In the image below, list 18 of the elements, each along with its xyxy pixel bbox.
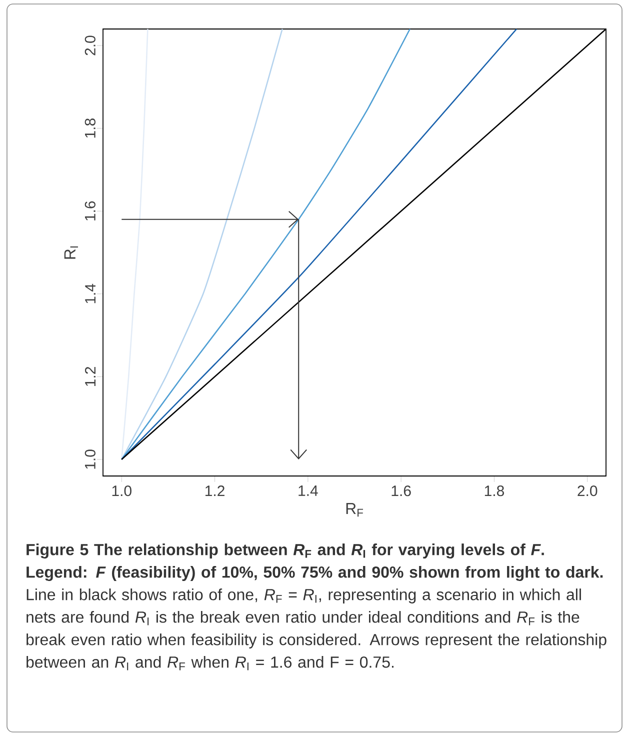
- line-series: [120, 28, 283, 460]
- y-tick-label: 1.6: [84, 201, 96, 220]
- y-tick-label: 2.0: [84, 36, 96, 56]
- text: Figure 5 The relationship between R$_{F}$ and R$_{I}$ for varying levels of F. Legend: F (feasibility) of 10%, 50% 75% and 90% shown from light to dark. Line in black shows ratio of one, R$_{F}$ = R$_{I}$, representing a scenario in which all nets are found R$_{I}$ is the break even ratio under ideal conditions and R$_{F}$ is the break even ratio when feasibility is considered. Arrows represent the relationship between an R$_{I}$ and R$_{F}$ when R$_{I}$ = 1.6 and F = 0.75.: [26, 544, 606, 670]
- line-series: [120, 28, 411, 460]
- y-axis-title: R$_{I}$: [64, 246, 78, 259]
- x-tick-label: 1.0: [112, 486, 132, 496]
- y-tick-label: 1.8: [84, 118, 96, 138]
- line-series: [120, 28, 148, 460]
- x-axis-title: R$_{F}$: [346, 503, 364, 517]
- y-tick-label: 1.2: [84, 366, 96, 386]
- y-tick-label: 1.4: [85, 284, 96, 304]
- x-tick-label: 2.0: [578, 486, 598, 496]
- x-tick-label: 1.6: [392, 486, 411, 496]
- x-tick-label: 1.8: [484, 486, 504, 496]
- x-tick-label: 1.4: [298, 486, 318, 496]
- y-tick-label: 1.0: [84, 450, 96, 469]
- x-tick-label: 1.2: [206, 486, 224, 496]
